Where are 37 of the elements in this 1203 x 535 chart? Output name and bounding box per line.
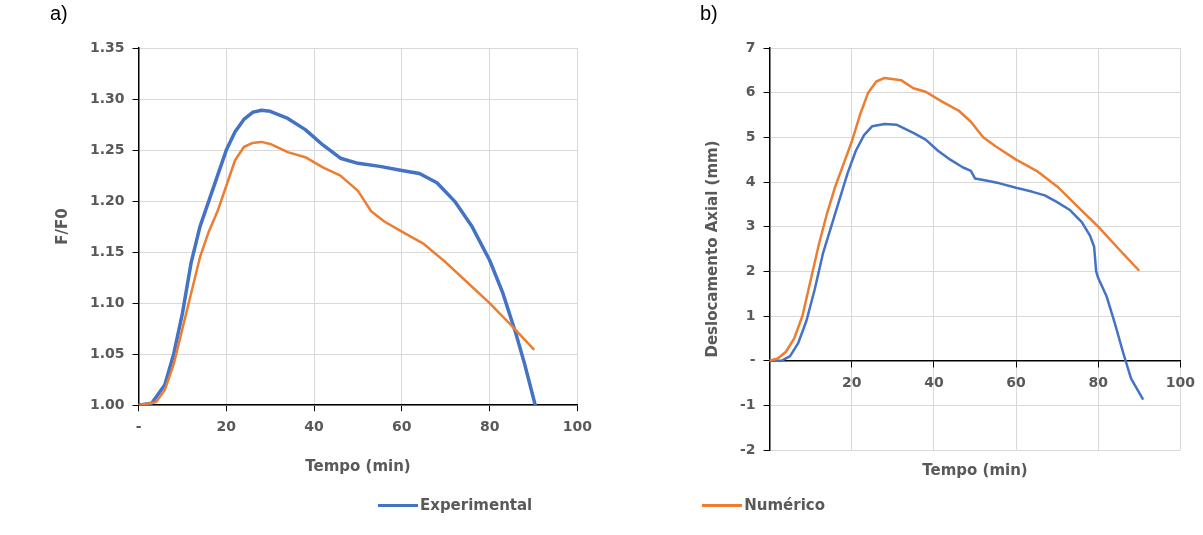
y-tick-label: 1.15 [90, 242, 125, 259]
x-tick-label: 40 [304, 418, 325, 435]
y-tick-label: 2 [745, 261, 756, 278]
x-tick-label: 100 [562, 418, 593, 435]
y-axis-title: F/F0 [52, 208, 71, 245]
y-tick-label: -2 [739, 440, 756, 457]
y-tick-label: 1.25 [90, 140, 125, 157]
y-tick-label: - [749, 351, 756, 368]
x-tick-label: 40 [924, 373, 944, 390]
y-tick-label: 4 [745, 172, 756, 189]
y-tick-label: 6 [745, 83, 756, 100]
x-tick-label: 20 [216, 418, 237, 435]
x-tick-label: 20 [841, 373, 862, 390]
chart-title: b) [700, 1, 718, 24]
y-tick-label: 1.05 [90, 344, 125, 361]
y-tick-label: 3 [745, 217, 756, 234]
y-axis-title: Deslocamento Axial (mm) [702, 140, 721, 358]
y-tick-label: 1.10 [90, 293, 125, 310]
y-tick-label: 1.30 [90, 89, 125, 106]
y-tick-label: -1 [739, 395, 756, 412]
x-tick-label: 80 [479, 418, 500, 435]
y-tick-label: 5 [745, 127, 756, 144]
x-axis-title: Tempo (min) [305, 456, 411, 475]
y-tick-label: 1.20 [90, 191, 125, 208]
x-tick-label: 80 [1088, 373, 1109, 390]
y-tick-label: 1.35 [90, 38, 125, 55]
y-tick-label: 1.00 [90, 395, 125, 412]
x-tick-label: 60 [392, 418, 412, 435]
y-tick-label: 1 [745, 306, 756, 323]
x-tick-label: 60 [1006, 373, 1027, 390]
chart-title: a) [50, 1, 68, 24]
legend-label: Experimental [419, 496, 533, 514]
x-tick-label: 100 [1165, 373, 1196, 390]
x-tick-label: - [135, 418, 142, 435]
x-axis-title: Tempo (min) [922, 461, 1028, 480]
y-tick-label: 7 [745, 38, 756, 55]
legend-label: Numérico [744, 496, 826, 514]
